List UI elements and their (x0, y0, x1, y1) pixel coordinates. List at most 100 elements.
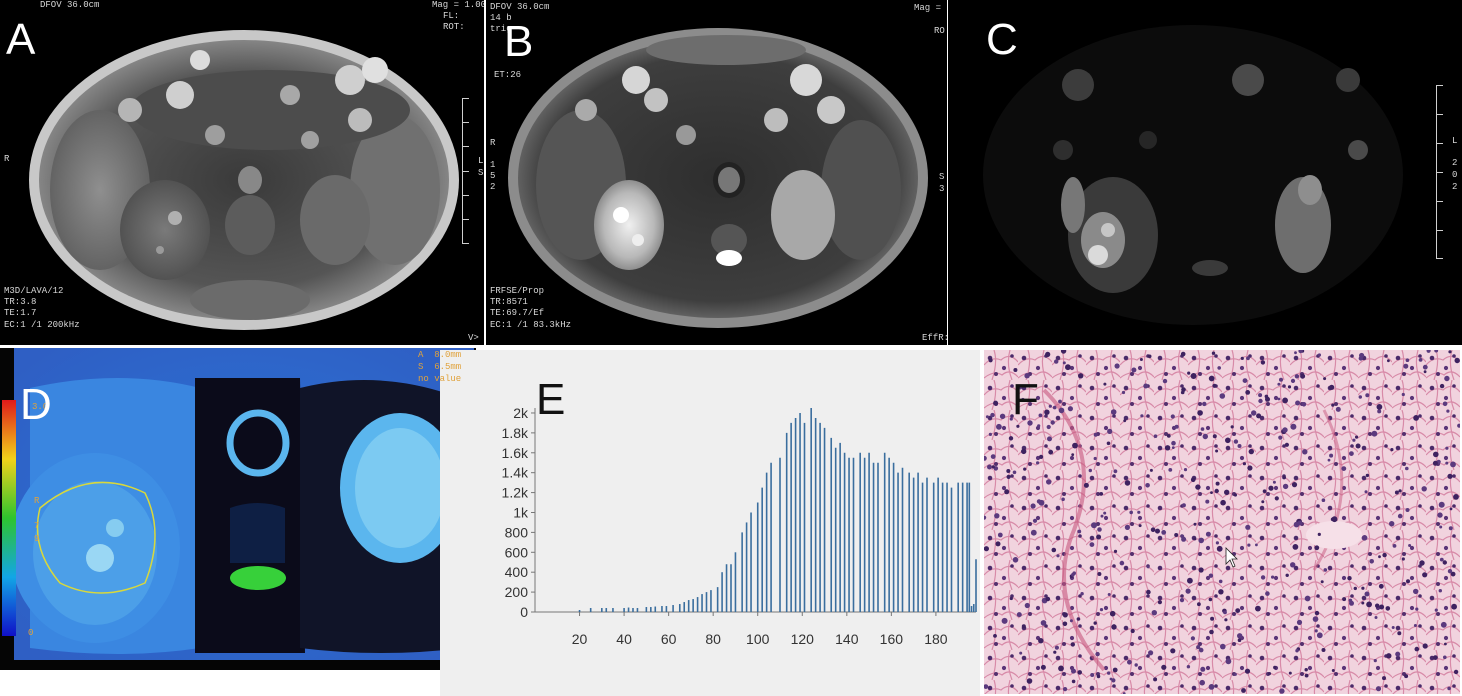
nucleus-dot (984, 515, 987, 520)
nucleus-dot (1321, 648, 1326, 652)
panel-a-rot: ROT: (443, 22, 465, 32)
panel-b-ec: EC:1 /1 83.3kHz (490, 320, 572, 330)
nucleus-dot (1290, 378, 1296, 383)
nucleus-dot (1083, 482, 1089, 488)
nucleus-dot (1404, 674, 1409, 679)
nucleus-dot (1329, 453, 1334, 458)
nucleus-dot (1153, 677, 1158, 682)
nucleus-dot (1267, 672, 1272, 676)
histology-image (984, 350, 1460, 694)
nucleus-dot (1023, 467, 1027, 471)
nucleus-dot (1331, 669, 1335, 672)
nucleus-dot (1317, 532, 1321, 536)
panel-e-letter: E (536, 375, 566, 424)
nucleus-dot (1143, 383, 1149, 389)
nucleus-dot (1036, 461, 1040, 465)
nucleus-dot (1099, 492, 1104, 496)
nucleus-dot (1123, 419, 1127, 423)
nucleus-dot (1122, 692, 1126, 694)
nucleus-dot (1053, 650, 1057, 654)
panel-a-scale-ruler (462, 98, 471, 244)
nucleus-dot (1012, 557, 1019, 563)
nucleus-dot (1145, 483, 1150, 488)
nucleus-dot (1437, 512, 1443, 518)
nucleus-dot (1196, 645, 1201, 650)
nucleus-dot (1304, 595, 1311, 602)
y-tick-label: 1.4k (502, 465, 529, 481)
panel-a-dfov: DFOV 36.0cm (40, 0, 100, 10)
nucleus-dot (1422, 364, 1428, 370)
x-tick-label: 140 (835, 631, 859, 647)
panel-d-adc-map: D 3.0 0 A 8.0mm S 6.5mm no value R 7 9 (0, 348, 476, 670)
nucleus-dot (1352, 438, 1356, 442)
nucleus-dot (1151, 610, 1157, 616)
panel-c-side-0: 0 (1452, 170, 1458, 180)
nucleus-dot (990, 454, 996, 459)
nucleus-dot (1174, 533, 1179, 537)
nucleus-dot (1096, 534, 1102, 540)
nucleus-dot (1107, 593, 1111, 596)
panel-d-side-r: R (34, 496, 40, 506)
nucleus-dot (1448, 526, 1453, 531)
nucleus-dot (1170, 414, 1175, 419)
nucleus-dot (1137, 510, 1141, 514)
nucleus-dot (1327, 458, 1331, 462)
nucleus-dot (1282, 427, 1288, 433)
panel-b-mri-t2: B DFOV 36.0cm 14 b trig ET:26 Mag = RO R… (486, 0, 947, 345)
nucleus-dot (1036, 499, 1042, 504)
panel-b-ro: RO (934, 26, 945, 36)
nucleus-dot (1225, 437, 1231, 444)
nucleus-dot (1067, 406, 1073, 412)
nucleus-dot (1454, 357, 1460, 364)
panel-b-trig: trig (490, 24, 512, 34)
nucleus-dot (1297, 520, 1303, 526)
nucleus-dot (1107, 671, 1111, 675)
nucleus-dot (1317, 353, 1321, 357)
nucleus-dot (1061, 497, 1065, 502)
nucleus-dot (1442, 560, 1447, 565)
nucleus-dot (1164, 445, 1171, 451)
nucleus-dot (1048, 404, 1052, 408)
nucleus-dot (1298, 350, 1303, 354)
nucleus-dot (1129, 510, 1133, 515)
nucleus-dot (1091, 522, 1097, 529)
nucleus-dot (996, 423, 1002, 430)
nucleus-dot (1258, 393, 1263, 398)
nucleus-dot (1265, 591, 1270, 596)
nucleus-dot (1401, 557, 1405, 561)
panel-b-side-3: 3 (939, 184, 945, 194)
nucleus-dot (1314, 629, 1318, 633)
x-tick-label: 160 (880, 631, 904, 647)
nucleus-dot (1233, 493, 1237, 497)
nucleus-dot (1291, 482, 1298, 488)
nucleus-dot (1200, 666, 1206, 672)
nucleus-dot (1288, 671, 1292, 675)
nucleus-dot (1274, 496, 1279, 501)
nucleus-dot (1038, 413, 1043, 418)
nucleus-dot (1233, 439, 1239, 444)
nucleus-dot (1296, 619, 1303, 625)
nucleus-dot (990, 412, 995, 418)
nucleus-dot (1138, 524, 1142, 528)
nucleus-dot (1060, 350, 1067, 354)
nucleus-dot (1058, 399, 1062, 404)
nucleus-dot (1205, 531, 1211, 537)
nucleus-dot (1445, 446, 1449, 450)
nucleus-dot (1016, 612, 1022, 618)
nucleus-dot (1453, 669, 1459, 675)
nucleus-dot (1090, 673, 1095, 677)
nucleus-dot (1130, 628, 1135, 634)
nucleus-dot (1024, 602, 1030, 609)
nucleus-dot (1180, 351, 1186, 357)
panel-c-image (983, 25, 1403, 325)
nucleus-dot (1268, 485, 1274, 491)
nucleus-dot (1255, 543, 1258, 547)
panel-f-letter: F (1012, 375, 1039, 424)
panel-b-side-r: R (490, 138, 496, 148)
nucleus-dot (1277, 397, 1281, 401)
nucleus-dot (1413, 415, 1419, 421)
nucleus-dot (1205, 499, 1210, 504)
nucleus-dot (1258, 398, 1263, 404)
nucleus-dot (1224, 618, 1228, 622)
nucleus-dot (1012, 470, 1017, 475)
